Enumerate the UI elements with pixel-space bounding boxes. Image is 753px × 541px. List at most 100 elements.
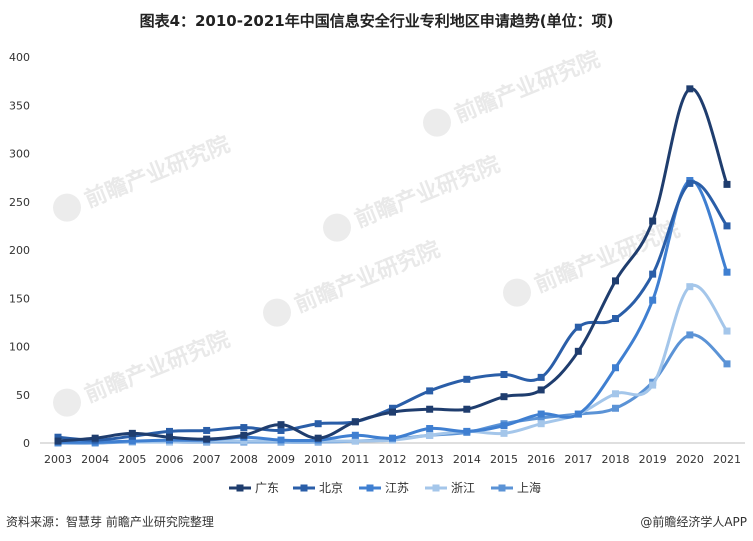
series-lines xyxy=(54,85,731,447)
data-point xyxy=(240,437,248,445)
x-tick-label: 2011 xyxy=(341,453,369,466)
data-point xyxy=(612,390,619,398)
data-point xyxy=(537,410,545,418)
data-point xyxy=(351,431,359,439)
x-tick-label: 2016 xyxy=(527,453,555,466)
data-point xyxy=(500,393,508,401)
watermark: 前瞻产业研究院 xyxy=(323,151,504,242)
watermark: 前瞻产业研究院 xyxy=(263,236,444,327)
data-point xyxy=(54,433,62,441)
data-point xyxy=(723,222,731,230)
data-point xyxy=(389,404,396,412)
data-point xyxy=(612,277,619,285)
legend-item-3: 江苏 xyxy=(359,481,409,495)
data-point xyxy=(574,323,582,331)
x-tick-label: 2012 xyxy=(379,453,407,466)
brand-note: @前瞻经济学人APP xyxy=(640,515,747,529)
y-tick-label: 400 xyxy=(9,51,30,64)
legend-item-2: 北京 xyxy=(293,481,343,495)
data-point xyxy=(426,431,434,439)
legend-label: 广东 xyxy=(255,481,279,495)
watermark-logo xyxy=(323,213,352,242)
data-point xyxy=(277,426,285,434)
data-point xyxy=(54,437,62,445)
legend-marker xyxy=(366,484,374,492)
legend-label: 浙江 xyxy=(451,481,475,495)
data-point xyxy=(166,427,173,435)
data-point xyxy=(128,437,136,445)
data-point xyxy=(686,331,694,339)
x-tick-label: 2019 xyxy=(639,453,667,466)
data-point xyxy=(277,436,285,444)
data-point xyxy=(463,427,471,435)
data-point xyxy=(686,85,694,93)
watermark-logo xyxy=(503,278,532,307)
watermark-logo xyxy=(263,298,292,327)
data-point xyxy=(426,387,434,395)
data-point xyxy=(426,425,434,433)
data-point xyxy=(723,360,731,368)
watermark-text: 前瞻产业研究院 xyxy=(351,151,504,233)
legend-marker xyxy=(300,484,308,492)
legend-label: 江苏 xyxy=(385,481,409,495)
data-point xyxy=(91,434,99,442)
data-point xyxy=(537,420,545,428)
legend-label: 上海 xyxy=(517,480,541,495)
data-point xyxy=(426,405,434,413)
x-tick-label: 2020 xyxy=(676,453,704,466)
data-point xyxy=(203,426,211,434)
data-point xyxy=(649,296,657,304)
legend-marker xyxy=(432,484,440,492)
legend: 广东 北京 江苏 浙江 上海 xyxy=(229,480,541,495)
x-tick-label: 2010 xyxy=(304,453,332,466)
data-point xyxy=(463,405,471,413)
source-note: 资料来源：智慧芽 前瞻产业研究院整理 xyxy=(6,515,214,529)
watermark: 前瞻产业研究院 xyxy=(503,216,684,307)
data-point xyxy=(500,422,508,430)
x-tick-label: 2015 xyxy=(490,453,518,466)
data-point xyxy=(612,404,619,412)
x-tick-label: 2018 xyxy=(602,453,630,466)
y-tick-label: 50 xyxy=(16,389,30,402)
data-point xyxy=(389,434,396,442)
y-tick-label: 200 xyxy=(9,244,30,257)
legend-item-4: 浙江 xyxy=(425,481,475,495)
data-point xyxy=(314,420,322,428)
chart-title: 图表4：2010-2021年中国信息安全行业专利地区申请趋势(单位：项) xyxy=(139,12,614,30)
x-tick-label: 2006 xyxy=(156,453,184,466)
x-tick-label: 2021 xyxy=(713,453,741,466)
y-tick-label: 350 xyxy=(9,99,30,112)
data-point xyxy=(686,179,694,187)
data-point xyxy=(203,435,211,443)
watermark-text: 前瞻产业研究院 xyxy=(451,46,604,128)
data-point xyxy=(240,424,248,432)
data-point xyxy=(723,327,731,335)
watermark-text: 前瞻产业研究院 xyxy=(291,236,444,318)
y-tick-label: 300 xyxy=(9,148,30,161)
data-point xyxy=(128,429,136,437)
data-point xyxy=(500,429,508,437)
legend-marker xyxy=(236,484,244,492)
watermark-logo xyxy=(423,108,452,137)
data-point xyxy=(723,268,731,276)
x-tick-label: 2017 xyxy=(564,453,592,466)
data-point xyxy=(537,414,545,422)
data-point xyxy=(240,431,248,439)
data-point xyxy=(649,270,657,278)
series-1 xyxy=(54,85,731,445)
watermark-logo xyxy=(53,193,82,222)
data-point xyxy=(612,315,619,323)
data-point xyxy=(166,433,173,441)
data-point xyxy=(389,408,396,416)
x-tick-label: 2005 xyxy=(118,453,146,466)
x-tick-label: 2004 xyxy=(81,453,109,466)
legend-item-5: 上海 xyxy=(491,480,541,495)
data-point xyxy=(649,381,657,389)
data-point xyxy=(463,375,471,383)
watermark: 前瞻产业研究院 xyxy=(53,326,234,417)
data-point xyxy=(314,434,322,442)
legend-item-1: 广东 xyxy=(229,481,279,495)
x-tick-label: 2007 xyxy=(193,453,221,466)
